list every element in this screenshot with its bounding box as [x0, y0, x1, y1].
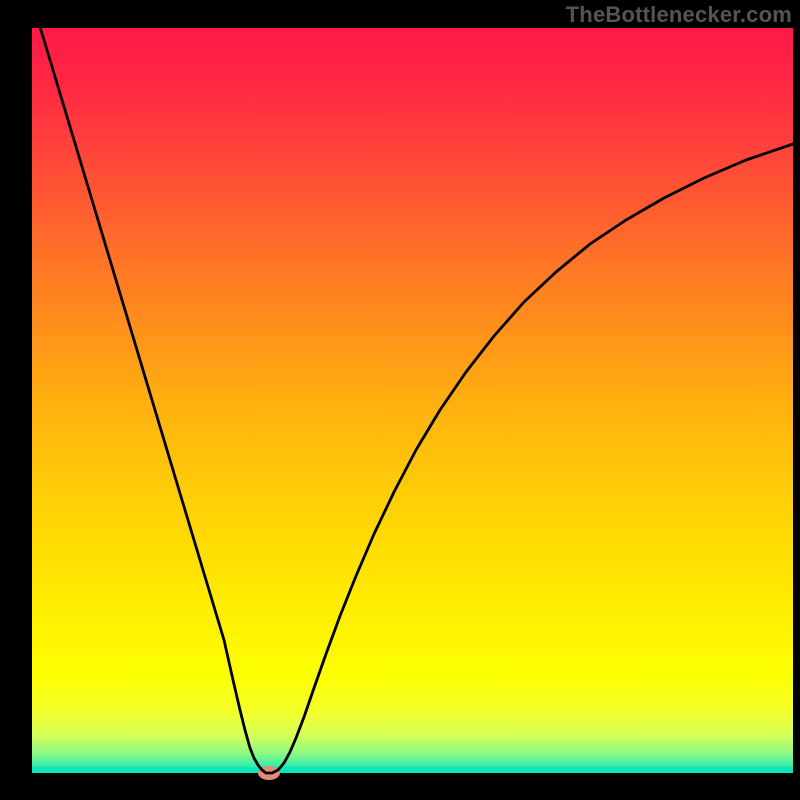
- plot-background: [32, 28, 793, 773]
- chart-container: TheBottlenecker.com: [0, 0, 800, 800]
- watermark-text: TheBottlenecker.com: [566, 2, 792, 28]
- bottleneck-chart: [0, 0, 800, 800]
- green-baseline: [32, 767, 793, 773]
